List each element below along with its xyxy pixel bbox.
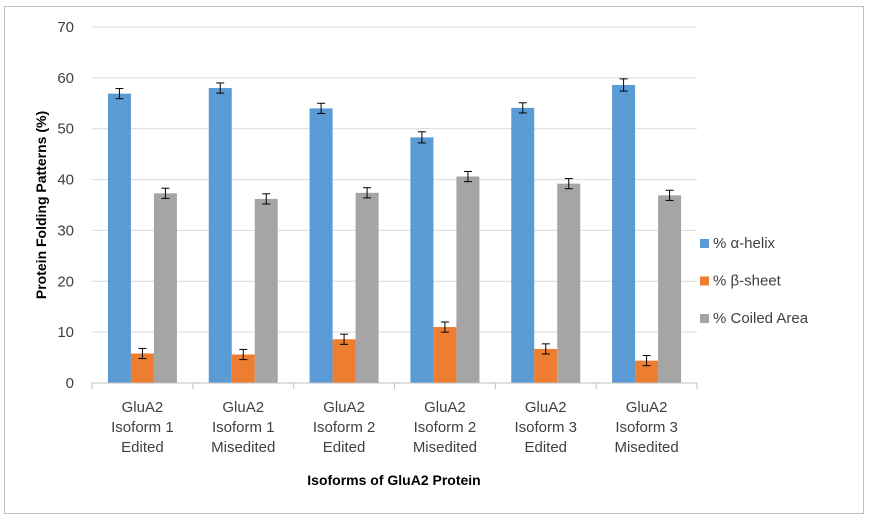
gridlines [92, 26, 697, 333]
error-bar [115, 88, 124, 100]
x-axis-categories: GluA2 Isoform 1 Edited GluA2 Isoform 1 Misedi… [91, 383, 698, 456]
y-axis-ticks: 0 10 20 30 40 50 60 70 [57, 19, 74, 392]
bar-1-3 [309, 108, 333, 383]
legend-label: % Coiled Area [713, 310, 809, 327]
error-bar [340, 333, 349, 345]
y-tick-label: 70 [57, 19, 74, 36]
x-category-label: GluA2 Isoform 1 Edited [111, 399, 174, 456]
y-tick-label: 30 [57, 222, 74, 239]
bars [107, 84, 682, 384]
error-bar [564, 178, 573, 190]
y-tick-label: 60 [57, 70, 74, 87]
bar-2-3 [332, 339, 356, 383]
bar-2-6 [635, 360, 659, 383]
bar-1-4 [410, 137, 434, 383]
y-axis-title: Protein Folding Patterns (%) [33, 111, 49, 299]
error-bar [440, 321, 449, 333]
x-category-label: GluA2 Isoform 2 Misedited [413, 399, 477, 456]
bar-2-5 [534, 348, 558, 383]
bar-3-1 [153, 193, 177, 383]
error-bar [417, 131, 426, 144]
error-bar [541, 343, 550, 355]
bar-3-2 [254, 198, 278, 383]
error-bar [161, 187, 170, 199]
bar-3-5 [557, 183, 581, 383]
y-tick-label: 0 [66, 375, 74, 392]
error-bar [216, 82, 225, 94]
y-tick-label: 40 [57, 172, 74, 189]
bar-2-4 [433, 327, 457, 383]
x-category-label: GluA2 Isoform 2 Edited [313, 399, 376, 456]
bar-1-6 [612, 84, 636, 383]
error-bar [138, 347, 147, 360]
bar-3-4 [456, 176, 480, 383]
x-category-label: GluA2 Isoform 3 Edited [514, 399, 577, 456]
error-bar [239, 348, 248, 361]
y-tick-label: 20 [57, 273, 74, 290]
bar-2-2 [231, 354, 255, 383]
error-bars [115, 78, 674, 367]
bar-1-2 [208, 88, 232, 384]
legend-label: % β-sheet [713, 273, 782, 290]
legend-swatch [700, 314, 709, 323]
legend-label: % α-helix [713, 235, 776, 252]
error-bar [518, 102, 527, 114]
error-bar [262, 193, 271, 205]
bar-1-5 [511, 107, 535, 383]
error-bar [665, 189, 674, 201]
error-bar [363, 187, 372, 199]
legend-swatch [700, 276, 709, 286]
error-bar [642, 355, 651, 367]
x-axis-title: Isoforms of GluA2 Protein [307, 472, 480, 488]
bar-1-1 [107, 93, 131, 383]
error-bar [463, 170, 472, 183]
y-tick-label: 10 [57, 324, 74, 341]
error-bar [619, 78, 628, 92]
chart-frame [4, 6, 864, 514]
error-bar [317, 102, 326, 114]
bar-3-6 [658, 195, 682, 383]
y-tick-label: 50 [57, 121, 74, 138]
bar-3-3 [355, 192, 379, 383]
legend-swatch [700, 239, 709, 248]
legend: % α-helix % β-sheet % Coiled Area [700, 235, 809, 327]
bar-2-1 [130, 353, 154, 383]
x-category-label: GluA2 Isoform 1 Misedited [211, 399, 275, 456]
x-category-label: GluA2 Isoform 3 Misedited [614, 399, 678, 456]
